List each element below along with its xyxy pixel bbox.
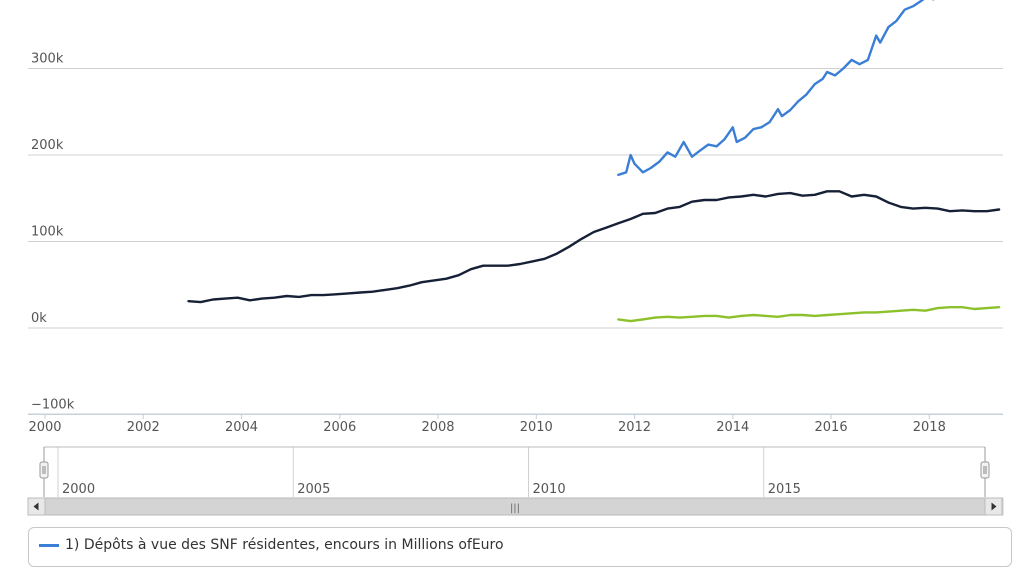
y-tick-label: 200k bbox=[31, 138, 64, 153]
x-tick-label: 2006 bbox=[323, 420, 356, 435]
x-tick-label: 2000 bbox=[28, 420, 61, 435]
x-tick-label: 2008 bbox=[421, 420, 454, 435]
navigator-background[interactable] bbox=[44, 447, 985, 497]
navigator-right-handle[interactable] bbox=[980, 447, 990, 497]
series-line-2 bbox=[187, 190, 1001, 304]
arrow-right-icon bbox=[991, 502, 997, 511]
x-tick-label: 2018 bbox=[913, 420, 946, 435]
scroll-left-button[interactable] bbox=[27, 497, 46, 516]
x-tick-label: 2004 bbox=[225, 420, 258, 435]
legend-label: 1) Dépôts à vue des SNF résidentes, enco… bbox=[65, 537, 504, 553]
navigator-tick-label: 2010 bbox=[533, 482, 566, 497]
handle-grip[interactable] bbox=[980, 461, 990, 479]
y-tick-label: 100k bbox=[31, 225, 64, 240]
scrollbar[interactable]: ||| bbox=[27, 497, 1004, 516]
scrollbar-grip-icon: ||| bbox=[510, 503, 520, 514]
scroll-right-button[interactable] bbox=[984, 497, 1003, 516]
navigator-labels: 2000 2005 2010 2015 bbox=[62, 482, 801, 497]
y-tick-label: −100k bbox=[31, 398, 75, 413]
arrow-left-icon bbox=[33, 502, 39, 511]
navigator-left-handle[interactable] bbox=[39, 447, 49, 497]
navigator-tick-label: 2015 bbox=[768, 482, 801, 497]
legend-line-icon bbox=[39, 543, 59, 547]
x-tick-label: 2002 bbox=[127, 420, 160, 435]
series-line-1 bbox=[617, 0, 935, 177]
x-tick-label: 2012 bbox=[618, 420, 651, 435]
series-layer bbox=[187, 0, 1001, 323]
series-line-3 bbox=[617, 306, 1001, 323]
grid-layer bbox=[28, 68, 1003, 415]
x-axis-labels: 2000 2002 2004 2006 2008 2010 2012 2014 2016 2018 bbox=[28, 414, 946, 435]
y-tick-label: 0k bbox=[31, 311, 47, 326]
handle-grip[interactable] bbox=[39, 461, 49, 479]
y-tick-label: 300k bbox=[31, 52, 64, 67]
navigator-grid bbox=[57, 447, 765, 497]
legend-item[interactable]: 1) Dépôts à vue des SNF résidentes, enco… bbox=[39, 537, 504, 553]
navigator-tick-label: 2005 bbox=[297, 482, 330, 497]
x-tick-label: 2014 bbox=[716, 420, 749, 435]
y-axis-labels: −100k 0k 100k 200k 300k bbox=[31, 52, 75, 413]
navigator[interactable]: 2000 2005 2010 2015 bbox=[39, 446, 990, 497]
legend: 1) Dépôts à vue des SNF résidentes, enco… bbox=[28, 527, 1012, 567]
x-tick-label: 2016 bbox=[815, 420, 848, 435]
navigator-tick-label: 2000 bbox=[62, 482, 95, 497]
x-tick-label: 2010 bbox=[520, 420, 553, 435]
